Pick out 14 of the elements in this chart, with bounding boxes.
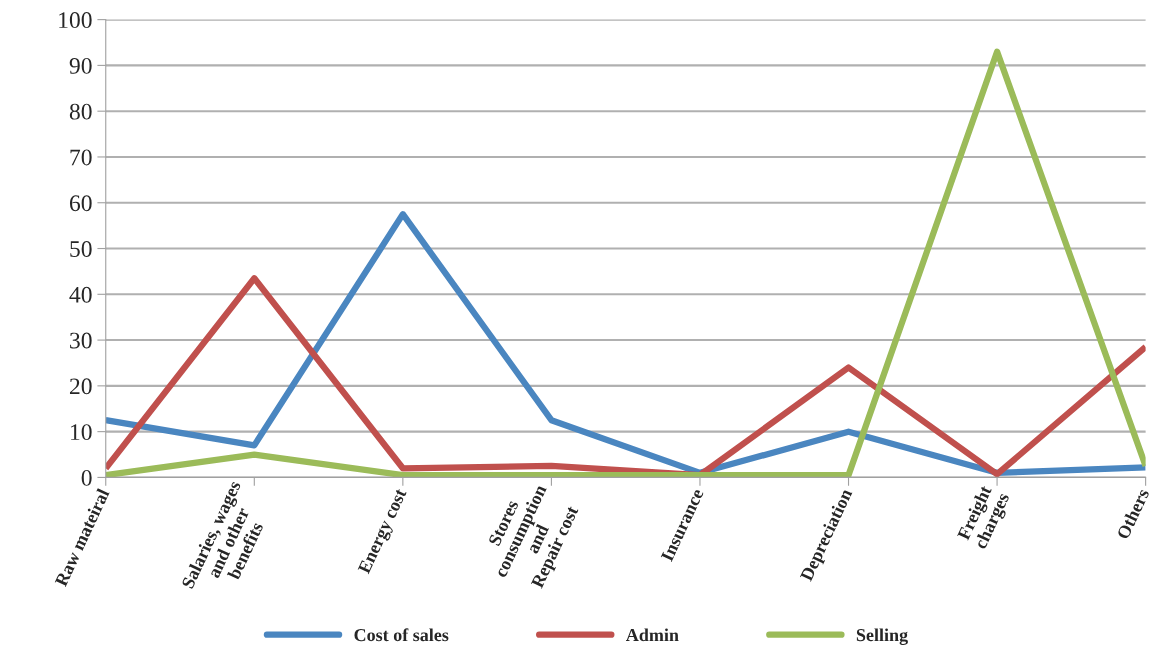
y-tick-label: 40 [69, 286, 92, 303]
y-tick-label: 10 [71, 424, 92, 441]
y-tick-label: 0 [81, 469, 92, 486]
y-tick-label: 20 [69, 378, 92, 395]
legend-label: Admin [625, 628, 679, 642]
y-tick-label: 50 [70, 241, 92, 257]
y-tick-label: 100 [59, 12, 92, 29]
y-tick-label: 80 [69, 103, 92, 120]
y-tick-label: 60 [69, 195, 92, 212]
legend-label: Selling [856, 628, 908, 645]
y-tick-label: 30 [70, 332, 92, 349]
y-tick-label: 90 [69, 57, 92, 74]
legend-label: Cost of sales [354, 628, 449, 642]
y-tick-label: 70 [70, 149, 92, 166]
